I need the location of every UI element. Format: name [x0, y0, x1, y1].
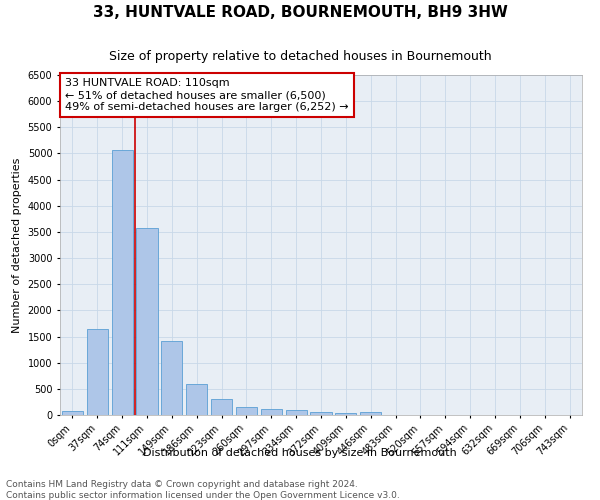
- Bar: [310, 412, 332, 415]
- Bar: [186, 384, 207, 415]
- Bar: [161, 340, 182, 415]
- Bar: [236, 407, 257, 415]
- Bar: [211, 399, 232, 415]
- Bar: [136, 228, 158, 415]
- Bar: [335, 413, 356, 415]
- Bar: [62, 411, 83, 415]
- Bar: [261, 408, 282, 415]
- Text: Distribution of detached houses by size in Bournemouth: Distribution of detached houses by size …: [143, 448, 457, 458]
- Text: 33 HUNTVALE ROAD: 110sqm
← 51% of detached houses are smaller (6,500)
49% of sem: 33 HUNTVALE ROAD: 110sqm ← 51% of detach…: [65, 78, 349, 112]
- Text: 33, HUNTVALE ROAD, BOURNEMOUTH, BH9 3HW: 33, HUNTVALE ROAD, BOURNEMOUTH, BH9 3HW: [92, 5, 508, 20]
- Text: Contains HM Land Registry data © Crown copyright and database right 2024.
Contai: Contains HM Land Registry data © Crown c…: [6, 480, 400, 500]
- Bar: [87, 328, 108, 415]
- Text: Size of property relative to detached houses in Bournemouth: Size of property relative to detached ho…: [109, 50, 491, 63]
- Y-axis label: Number of detached properties: Number of detached properties: [12, 158, 22, 332]
- Bar: [112, 150, 133, 415]
- Bar: [360, 412, 381, 415]
- Bar: [286, 410, 307, 415]
